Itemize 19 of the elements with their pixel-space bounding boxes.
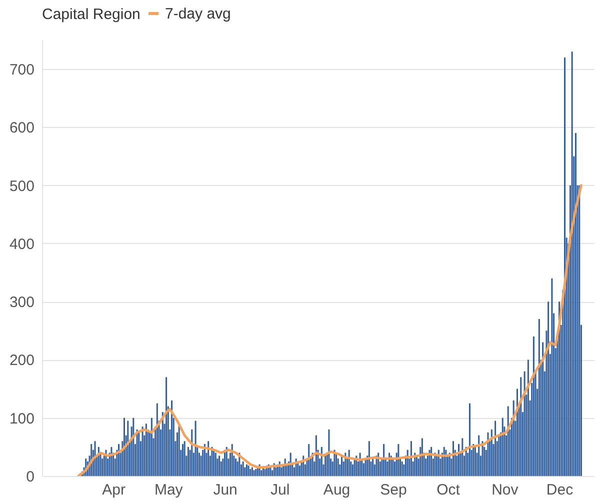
x-tick-label: Jul [270, 482, 290, 498]
x-tick-label: May [154, 482, 184, 498]
x-tick-label: Jun [213, 482, 238, 498]
x-tick-label: Nov [492, 482, 519, 498]
y-tick-label: 600 [9, 120, 34, 137]
x-tick-label: Apr [102, 482, 126, 498]
y-tick-label: 100 [9, 410, 34, 428]
y-tick-label: 700 [9, 62, 34, 79]
y-tick-label: 400 [9, 236, 34, 253]
x-tick-label: Oct [436, 482, 461, 498]
legend-title: Capital Region [42, 6, 140, 23]
y-tick-label: 200 [9, 352, 34, 370]
x-tick-label: Aug [323, 482, 350, 498]
y-tick-label: 0 [26, 468, 34, 486]
x-tick-label: Dec [546, 482, 574, 498]
y-tick-label: 500 [9, 178, 34, 195]
x-tick-label: Sep [380, 482, 407, 498]
legend-label: 7-day avg [165, 6, 231, 22]
y-tick-label: 300 [9, 294, 34, 312]
